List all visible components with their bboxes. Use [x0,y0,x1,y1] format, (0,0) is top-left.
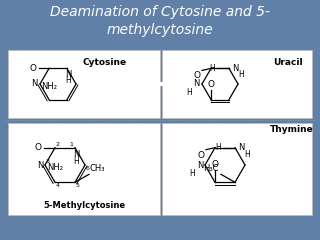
FancyBboxPatch shape [8,123,160,215]
Text: N: N [232,64,238,73]
Text: 6: 6 [86,166,90,171]
Text: N: N [196,161,203,169]
Text: 5: 5 [76,183,80,188]
Text: 4: 4 [56,183,60,188]
FancyBboxPatch shape [162,123,312,215]
Text: Cytosine: Cytosine [83,58,127,67]
Text: CH₃: CH₃ [90,164,106,173]
Text: O: O [207,80,214,89]
Text: N: N [65,70,71,79]
Text: H: H [65,76,71,85]
Text: N: N [36,161,43,169]
Text: H: H [189,169,195,178]
Text: 1: 1 [69,142,73,147]
Text: Thymine: Thymine [270,125,314,134]
Text: 5-Methylcytosine: 5-Methylcytosine [43,201,125,210]
FancyBboxPatch shape [8,50,160,118]
Text: H: H [238,70,244,79]
Text: O: O [193,72,200,80]
Text: N: N [194,79,200,89]
Text: NH₂: NH₂ [47,163,63,172]
Text: Uracil: Uracil [273,58,303,67]
Text: N: N [73,150,79,159]
Text: Deamination of Cytosine and 5-
methylcytosine: Deamination of Cytosine and 5- methylcyt… [50,5,270,37]
Text: N: N [32,79,38,89]
Text: H: H [73,157,79,166]
Text: O: O [212,160,219,169]
Text: 2: 2 [56,142,60,147]
Text: O: O [197,151,204,160]
Text: H: H [215,143,221,152]
Text: O: O [35,143,42,152]
Text: H: H [244,150,250,159]
Text: N: N [238,143,244,152]
Text: NH₂: NH₂ [41,82,57,90]
Text: H: H [186,88,192,97]
Text: H: H [209,64,215,73]
Text: 3: 3 [46,159,50,164]
FancyBboxPatch shape [162,50,312,118]
Text: H₃C: H₃C [204,164,219,173]
Text: O: O [30,64,37,73]
